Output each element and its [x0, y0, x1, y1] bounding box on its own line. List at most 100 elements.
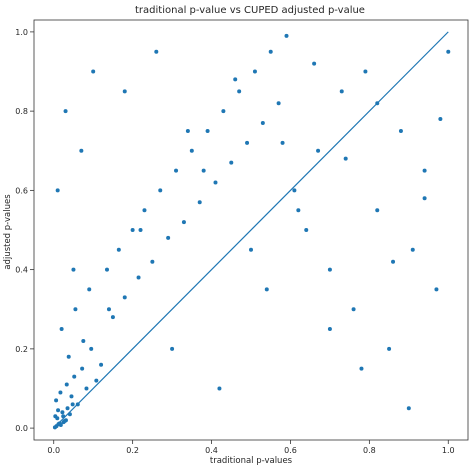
data-point	[150, 259, 155, 264]
x-axis-label: traditional p-values	[210, 456, 293, 466]
data-point	[252, 69, 257, 74]
data-point	[398, 128, 403, 133]
data-point	[201, 168, 206, 173]
data-point	[55, 416, 60, 421]
data-point	[276, 101, 281, 106]
data-point	[138, 228, 143, 232]
data-point	[217, 386, 222, 391]
data-point	[170, 346, 175, 351]
data-point	[142, 208, 147, 213]
data-point	[56, 408, 61, 413]
data-point	[264, 287, 269, 292]
reference-line-group	[53, 31, 449, 429]
data-point	[70, 402, 75, 407]
data-point	[205, 128, 210, 133]
data-point	[60, 410, 65, 415]
data-point	[55, 188, 60, 193]
data-point	[84, 386, 89, 391]
y-tick-label: 0.6	[15, 186, 28, 195]
data-point	[438, 117, 443, 122]
data-point	[237, 89, 242, 94]
data-point	[130, 228, 135, 232]
data-point	[387, 346, 392, 351]
data-point	[54, 398, 59, 403]
y-tick-label: 0.2	[15, 345, 28, 354]
data-point	[110, 315, 115, 320]
plot-frame	[33, 19, 469, 441]
data-point	[89, 346, 94, 351]
x-tick-label: 1.0	[442, 446, 455, 455]
data-point	[249, 247, 253, 252]
data-point	[221, 109, 226, 114]
data-point	[66, 354, 71, 359]
data-point	[391, 259, 396, 264]
y-axis-label: adjusted p-values	[3, 194, 13, 270]
data-point	[122, 89, 127, 94]
data-point	[87, 287, 92, 292]
data-point	[185, 128, 190, 133]
data-point	[363, 69, 368, 74]
x-tick-label: 0.0	[47, 446, 60, 455]
y-tick-label: 0.0	[15, 424, 28, 433]
data-point	[181, 220, 186, 225]
data-point	[339, 89, 344, 94]
data-point	[71, 267, 76, 272]
data-point	[122, 295, 127, 300]
data-point	[104, 267, 109, 272]
data-point	[213, 180, 218, 185]
x-tick-label: 0.8	[363, 446, 376, 455]
data-point	[65, 406, 70, 411]
data-point	[343, 156, 348, 161]
chart-title: traditional p-value vs CUPED adjusted p-…	[135, 5, 365, 16]
data-point	[434, 287, 439, 292]
data-point	[327, 267, 332, 272]
data-point	[62, 418, 67, 423]
data-point	[292, 188, 297, 193]
data-point	[327, 327, 332, 332]
data-point	[410, 247, 415, 252]
data-point	[58, 390, 63, 395]
data-point	[233, 77, 238, 82]
data-point	[69, 394, 74, 399]
data-point	[136, 275, 141, 280]
data-point	[81, 338, 86, 343]
data-point	[359, 366, 364, 371]
data-point	[422, 168, 427, 173]
data-point	[59, 327, 64, 332]
data-point	[284, 33, 289, 38]
data-point	[280, 140, 285, 145]
data-point	[64, 382, 69, 387]
data-point	[73, 307, 78, 312]
data-point	[99, 362, 104, 367]
data-point	[197, 200, 202, 205]
data-point	[316, 148, 321, 153]
data-point	[229, 160, 234, 165]
data-point	[72, 374, 77, 379]
x-tick-label: 0.4	[205, 446, 218, 455]
data-points	[52, 33, 451, 430]
data-point	[268, 49, 273, 54]
data-point	[245, 140, 250, 145]
x-tick-label: 0.2	[126, 446, 139, 455]
data-point	[446, 49, 451, 54]
y-tick-label: 0.8	[15, 107, 28, 116]
data-point	[296, 208, 301, 213]
data-point	[154, 49, 159, 54]
data-point	[94, 378, 99, 383]
data-point	[158, 188, 163, 193]
data-point	[174, 168, 179, 173]
data-point	[91, 69, 96, 74]
axis-ticks: 0.0 0.2 0.4 0.6 0.8 1.0 0.0 0.2 0.4 0.6 0.8 1.0	[15, 28, 454, 455]
data-point	[351, 307, 356, 312]
data-point	[80, 366, 85, 371]
reference-line	[53, 31, 449, 429]
data-point	[406, 406, 411, 411]
data-point	[260, 121, 265, 126]
data-point	[312, 61, 317, 66]
data-point	[189, 148, 194, 153]
data-point	[106, 307, 111, 312]
data-point	[79, 148, 84, 153]
data-point	[63, 109, 68, 114]
data-point	[116, 247, 121, 252]
